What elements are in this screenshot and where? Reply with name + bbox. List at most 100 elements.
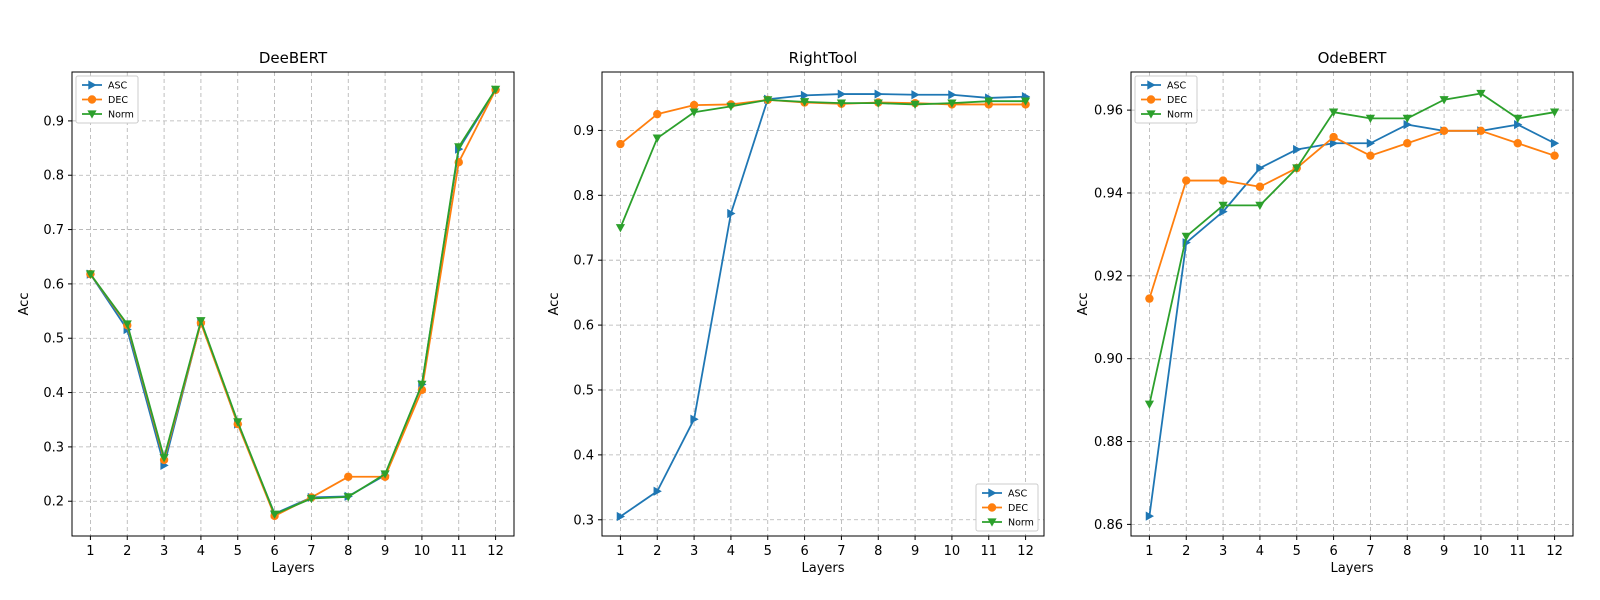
x-tick-label: 11: [1509, 544, 1526, 559]
data-point-asc: [1329, 138, 1339, 148]
data-point-asc: [1293, 144, 1302, 155]
data-point-dec: [616, 139, 625, 149]
data-point-dec: [653, 109, 662, 119]
x-tick-label: 10: [944, 544, 961, 559]
data-point-dec: [1513, 139, 1522, 148]
y-tick-label: 0.7: [573, 254, 594, 269]
legend: ASC DEC Norm: [1134, 75, 1198, 124]
legend-marker-dec: [987, 503, 997, 512]
y-tick-label: 0.4: [43, 386, 64, 401]
data-point-dec: [1182, 176, 1191, 185]
data-point-asc: [837, 89, 847, 99]
x-tick-label: 7: [307, 544, 315, 559]
y-tick-label: 0.94: [1094, 186, 1123, 201]
data-point-norm: [947, 99, 957, 108]
data-point-norm: [417, 380, 427, 390]
data-point-norm: [196, 317, 206, 326]
data-point-norm: [1328, 108, 1339, 117]
y-tick-label: 0.92: [1094, 269, 1123, 284]
x-tick-label: 12: [487, 544, 504, 559]
x-tick-label: 10: [1473, 544, 1490, 559]
legend-label-dec: DEC: [1167, 95, 1187, 106]
chart-title: RightTool: [789, 49, 858, 67]
x-tick-label: 12: [1546, 544, 1563, 559]
x-tick-label: 2: [123, 544, 131, 559]
legend-label-asc: ASC: [1167, 81, 1187, 92]
legend-label-norm: Norm: [1167, 110, 1193, 121]
plot-frame: [1130, 71, 1574, 537]
data-point-asc: [1403, 120, 1412, 130]
data-point-norm: [726, 102, 736, 111]
x-tick-label: 2: [653, 544, 661, 559]
plot-frame: [601, 71, 1045, 537]
legend-marker-dec: [87, 95, 97, 104]
data-point-dec: [1550, 151, 1559, 160]
x-tick-label: 11: [980, 544, 997, 559]
data-point-norm: [1218, 201, 1228, 210]
data-point-norm: [1181, 232, 1191, 242]
x-tick-label: 8: [1403, 544, 1411, 559]
x-tick-label: 5: [1293, 544, 1301, 559]
y-tick-label: 0.8: [43, 169, 64, 184]
legend-marker-dec: [1146, 95, 1156, 104]
chart-panel-2: 1 2 3 4 5 6 7 8 9 10 11 120.30.40.50.60.70.80.9Righ…: [547, 49, 1045, 576]
data-point-dec: [1366, 151, 1375, 160]
x-tick-label: 6: [270, 544, 278, 559]
series-line-norm: [1148, 92, 1555, 405]
data-point-asc: [1514, 120, 1523, 130]
data-point-dec: [1476, 126, 1486, 136]
series-line-asc: [619, 93, 1026, 518]
x-tick-label: 6: [1329, 544, 1337, 559]
y-tick-label: 0.86: [1094, 518, 1123, 533]
series-line-norm: [619, 99, 1026, 229]
series-line-asc: [1148, 123, 1555, 517]
data-point-asc: [874, 89, 883, 99]
y-tick-label: 0.4: [573, 448, 594, 463]
y-tick-label: 0.88: [1094, 435, 1123, 450]
y-tick-label: 0.8: [573, 189, 594, 204]
data-point-norm: [1255, 201, 1265, 210]
x-tick-label: 4: [197, 544, 205, 559]
data-point-norm: [689, 108, 699, 117]
data-point-norm: [1549, 108, 1560, 117]
data-point-asc: [911, 90, 920, 100]
data-point-norm: [652, 134, 662, 143]
legend-label-asc: ASC: [108, 81, 128, 92]
data-point-norm: [615, 224, 626, 233]
series-line-norm: [89, 88, 497, 516]
data-point-dec: [1329, 132, 1338, 142]
data-point-dec: [1255, 182, 1265, 191]
data-point-dec: [689, 100, 699, 110]
data-point-asc: [948, 90, 957, 100]
data-point-asc: [1256, 163, 1265, 173]
y-tick-label: 0.90: [1094, 352, 1123, 367]
data-point-norm: [1439, 96, 1449, 105]
y-tick-label: 0.3: [43, 440, 64, 455]
x-tick-label: 10: [414, 544, 431, 559]
data-point-norm: [490, 85, 501, 94]
chart-panel-1: 1 2 3 4 5 6 7 8 9 10 11 120.20.30.40.50.60.70.80.9D…: [17, 49, 515, 576]
y-tick-label: 0.5: [43, 332, 64, 347]
x-tick-label: 9: [911, 544, 919, 559]
data-point-dec: [1439, 126, 1449, 136]
data-point-norm: [233, 418, 243, 427]
data-point-norm: [159, 454, 169, 463]
data-point-norm: [836, 99, 847, 108]
data-point-asc: [1366, 138, 1376, 148]
x-tick-label: 6: [800, 544, 808, 559]
data-point-norm: [85, 270, 96, 279]
x-tick-label: 1: [1145, 544, 1153, 559]
plot-frame: [71, 71, 515, 537]
x-tick-label: 3: [160, 544, 168, 559]
x-tick-label: 4: [1256, 544, 1264, 559]
data-point-norm: [1020, 97, 1031, 106]
legend: ASC DEC Norm: [75, 75, 139, 124]
data-point-norm: [873, 99, 883, 108]
legend-marker-asc: [988, 488, 997, 498]
x-tick-label: 7: [837, 544, 845, 559]
x-axis-label: Layers: [1330, 561, 1373, 576]
data-point-asc: [1550, 138, 1560, 148]
data-point-norm: [1476, 89, 1486, 99]
y-tick-label: 0.9: [573, 124, 594, 139]
